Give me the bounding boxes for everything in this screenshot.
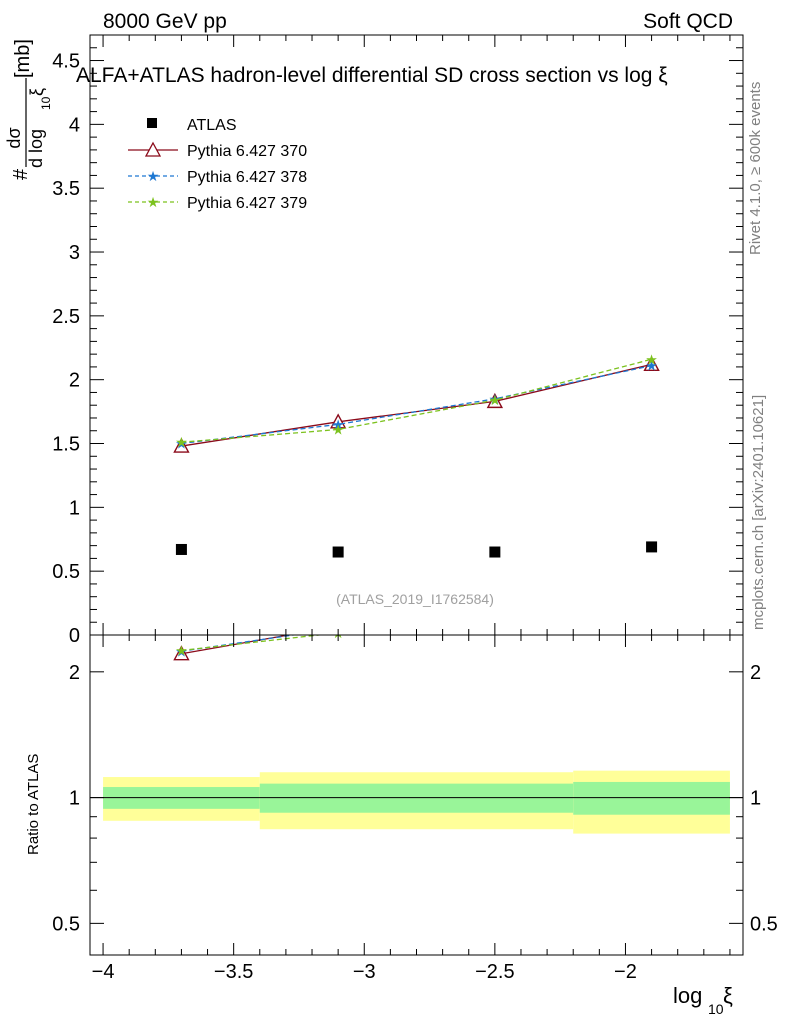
ylabel-prefix: # xyxy=(10,168,32,180)
ylabel-denominator: d log xyxy=(26,129,46,168)
ratio-bands xyxy=(103,770,730,834)
top-series-1-point-0 xyxy=(173,437,190,453)
y-tick-label-ratio: 1 xyxy=(69,788,80,810)
top-series-3-line xyxy=(181,358,652,443)
ratio-series-2-point-3: ★ xyxy=(645,583,658,599)
side-label-rivet: Rivet 4.1.0, ≥ 600k events xyxy=(747,82,764,255)
top-series-group: ★★★★★★★★ xyxy=(173,351,660,558)
y-tick-label-top: 2 xyxy=(69,370,80,392)
x-tick-label: −3 xyxy=(353,961,376,983)
y-tick-label-top: 2.5 xyxy=(52,306,80,328)
top-series-2-point-3: ★ xyxy=(645,358,658,374)
ratio-y-axis-label: Ratio to ATLAS xyxy=(25,754,42,855)
analysis-watermark: (ATLAS_2019_I1762584) xyxy=(336,591,494,607)
legend-item-pythia-379: ★ Pythia 6.427 379 xyxy=(128,194,307,212)
ratio-series-2-point-0: ★ xyxy=(175,642,188,658)
top-series-0-point-3 xyxy=(646,541,658,553)
svg-text:Pythia 6.427 378: Pythia 6.427 378 xyxy=(187,169,307,186)
ratio-series-1-point-3: ★ xyxy=(645,587,658,603)
ratio-band-inner-2 xyxy=(416,783,574,813)
legend-item-pythia-378: ★ Pythia 6.427 378 xyxy=(128,168,307,186)
axis-ticks xyxy=(90,34,743,955)
top-series-3-point-2: ★ xyxy=(489,392,502,408)
y-tick-label-top: 3 xyxy=(69,242,80,264)
header-left: 8000 GeV pp xyxy=(103,10,227,33)
top-series-0-point-0 xyxy=(175,543,187,555)
ylabel-unit: [mb] xyxy=(12,39,34,78)
top-series-1-line xyxy=(181,363,652,447)
y-tick-label-ratio: 0.5 xyxy=(52,913,80,935)
chart-title: ALFA+ATLAS hadron-level differential SD … xyxy=(76,64,668,87)
x-tick-label: −4 xyxy=(92,961,115,983)
top-series-2-line xyxy=(181,365,652,445)
xlabel-log: log xyxy=(673,983,702,1008)
top-series-3-point-3: ★ xyxy=(645,351,658,367)
y-tick-label-top: 1 xyxy=(69,497,80,519)
y-tick-label-top: 1.5 xyxy=(52,434,80,456)
svg-text:★: ★ xyxy=(147,194,160,210)
header-right: Soft QCD xyxy=(643,10,733,33)
y-tick-label-ratio-right: 0.5 xyxy=(750,913,778,935)
xlabel-sub: 10 xyxy=(708,1001,724,1017)
ylabel-denominator-sub: 10 xyxy=(39,96,53,110)
y-tick-label-ratio: 2 xyxy=(69,662,80,684)
legend-item-atlas: ATLAS xyxy=(147,117,237,134)
top-series-2-point-2: ★ xyxy=(489,391,502,407)
y-tick-label-ratio-right: 1 xyxy=(750,788,761,810)
ratio-series-1-point-0: ★ xyxy=(175,643,188,659)
svg-text:Pythia 6.427 370: Pythia 6.427 370 xyxy=(187,143,307,160)
x-tick-label: −3.5 xyxy=(214,961,253,983)
y-tick-label-top: 4.5 xyxy=(52,51,80,73)
top-series-1-point-3 xyxy=(643,355,660,372)
x-tick-label: −2 xyxy=(614,961,637,983)
xlabel-var: ξ xyxy=(723,983,733,1008)
top-series-2-point-0: ★ xyxy=(175,436,188,452)
svg-text:Pythia 6.427 379: Pythia 6.427 379 xyxy=(187,195,307,212)
axis-tick-labels: −4 −3.5 −3 −2.5 −2 0 0.5 1 1.5 2 2.5 3 3.5 4 4.5 0.5 0.5… xyxy=(52,51,778,983)
y-tick-label-ratio-right: 2 xyxy=(750,662,761,684)
ratio-series-0-point-0 xyxy=(173,645,190,661)
top-y-axis-label: # dσ d log 10 ξ [mb] xyxy=(4,39,53,180)
top-series-3-point-0: ★ xyxy=(175,434,188,450)
ratio-series-0-point-3 xyxy=(645,587,659,600)
top-series-0-point-2 xyxy=(489,546,501,558)
x-tick-label: −2.5 xyxy=(475,961,514,983)
svg-text:★: ★ xyxy=(147,168,160,184)
ylabel-denominator-var: ξ xyxy=(27,88,47,96)
ratio-band-inner-1 xyxy=(259,783,417,813)
legend-item-pythia-370: Pythia 6.427 370 xyxy=(128,141,307,160)
y-tick-label-top: 4 xyxy=(69,114,80,136)
ratio-band-inner-3 xyxy=(573,781,730,815)
x-axis-label: log 10 ξ xyxy=(673,983,733,1017)
top-series-0-point-1 xyxy=(332,546,344,558)
y-tick-label-top: 3.5 xyxy=(52,178,80,200)
y-tick-label-top: 0.5 xyxy=(52,561,80,583)
y-tick-label-top: 0 xyxy=(69,625,80,647)
legend: ATLAS Pythia 6.427 370 ★ Pythia 6.427 37… xyxy=(128,117,307,212)
top-series-3-point-1: ★ xyxy=(332,421,345,437)
svg-text:ATLAS: ATLAS xyxy=(187,117,237,134)
side-label-mcplots: mcplots.cern.ch [arXiv:2401.10621] xyxy=(750,395,767,630)
ylabel-numerator: dσ xyxy=(4,127,24,148)
